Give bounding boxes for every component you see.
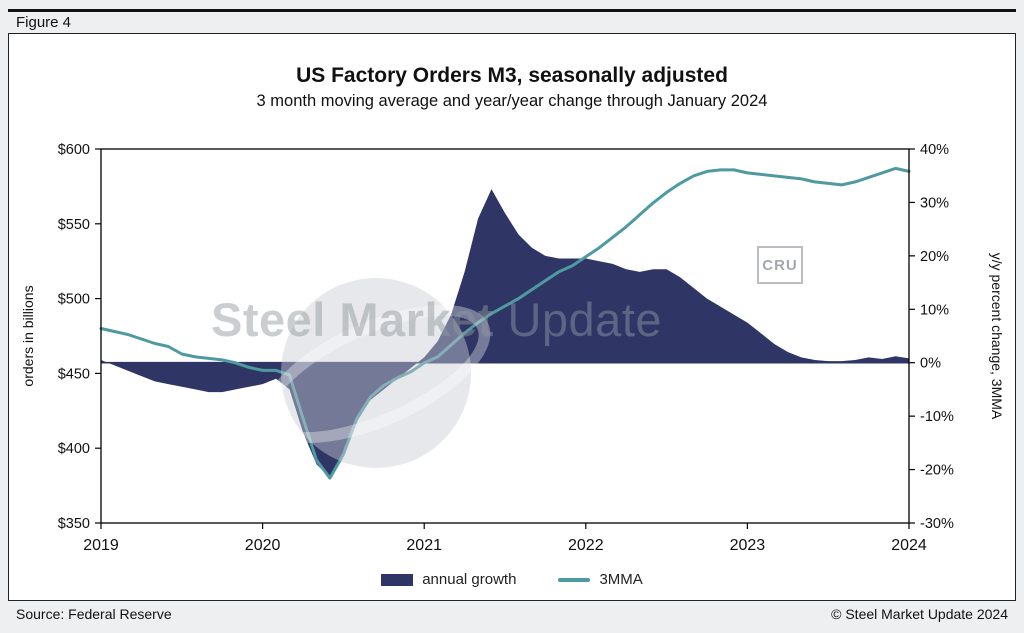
x-tick-label: 2019: [83, 537, 119, 554]
x-tick-label: 2024: [891, 537, 927, 554]
3mma-line: [99, 166, 911, 480]
figure-label: Figure 4: [16, 14, 72, 31]
x-tick-label: 2022: [568, 537, 604, 554]
y-left-tick-label: $400: [58, 441, 90, 457]
y-right-tick-label: 10%: [920, 302, 949, 318]
chart-subtitle: 3 month moving average and year/year cha…: [256, 92, 768, 110]
plot-border: [100, 148, 910, 524]
legend-label-3mma: 3MMA: [599, 571, 643, 588]
x-tick-label: 2021: [406, 537, 442, 554]
right-axis-title: y/y percent change, 3MMA: [989, 253, 1005, 420]
chart-title: US Factory Orders M3, seasonally adjuste…: [296, 64, 728, 87]
y-right-tick-label: 20%: [920, 249, 949, 265]
source-note: Source: Federal Reserve: [16, 606, 172, 622]
chart-plot: $350 $400 $450 $500 $550 $600 -30% -20% -10% 0% 10…: [20, 142, 1005, 554]
y-right-tick-label: -30%: [920, 516, 954, 532]
annual-growth-area: [101, 189, 909, 478]
y-right-tick-label: 30%: [920, 195, 949, 211]
legend-label-annual-growth: annual growth: [422, 571, 517, 588]
y-right-tick-label: 0%: [920, 356, 941, 372]
y-left-tick-label: $550: [58, 217, 90, 233]
y-left-tick-label: $600: [58, 142, 90, 158]
annual-growth-swatch: [381, 573, 414, 586]
figure-divider-line: [8, 9, 1016, 12]
left-axis-title: orders in billions: [20, 285, 36, 386]
y-left-tick-label: $450: [58, 366, 90, 382]
legend-item-annual-growth: annual growth: [381, 571, 516, 588]
x-tick-label: 2020: [245, 537, 281, 554]
y-right-tick-label: -20%: [920, 463, 954, 479]
chart-legend: annual growth 3MMA: [9, 571, 1015, 588]
3mma-swatch: [558, 577, 591, 582]
y-left-tick-label: $500: [58, 292, 90, 308]
y-left-tick-label: $350: [58, 516, 90, 532]
legend-item-3mma: 3MMA: [558, 571, 643, 588]
copyright-note: © Steel Market Update 2024: [831, 606, 1008, 622]
x-tick-label: 2023: [730, 537, 766, 554]
y-right-tick-label: -10%: [920, 409, 954, 425]
chart-panel: US Factory Orders M3, seasonally adjuste…: [8, 33, 1016, 601]
y-right-tick-label: 40%: [920, 142, 949, 158]
